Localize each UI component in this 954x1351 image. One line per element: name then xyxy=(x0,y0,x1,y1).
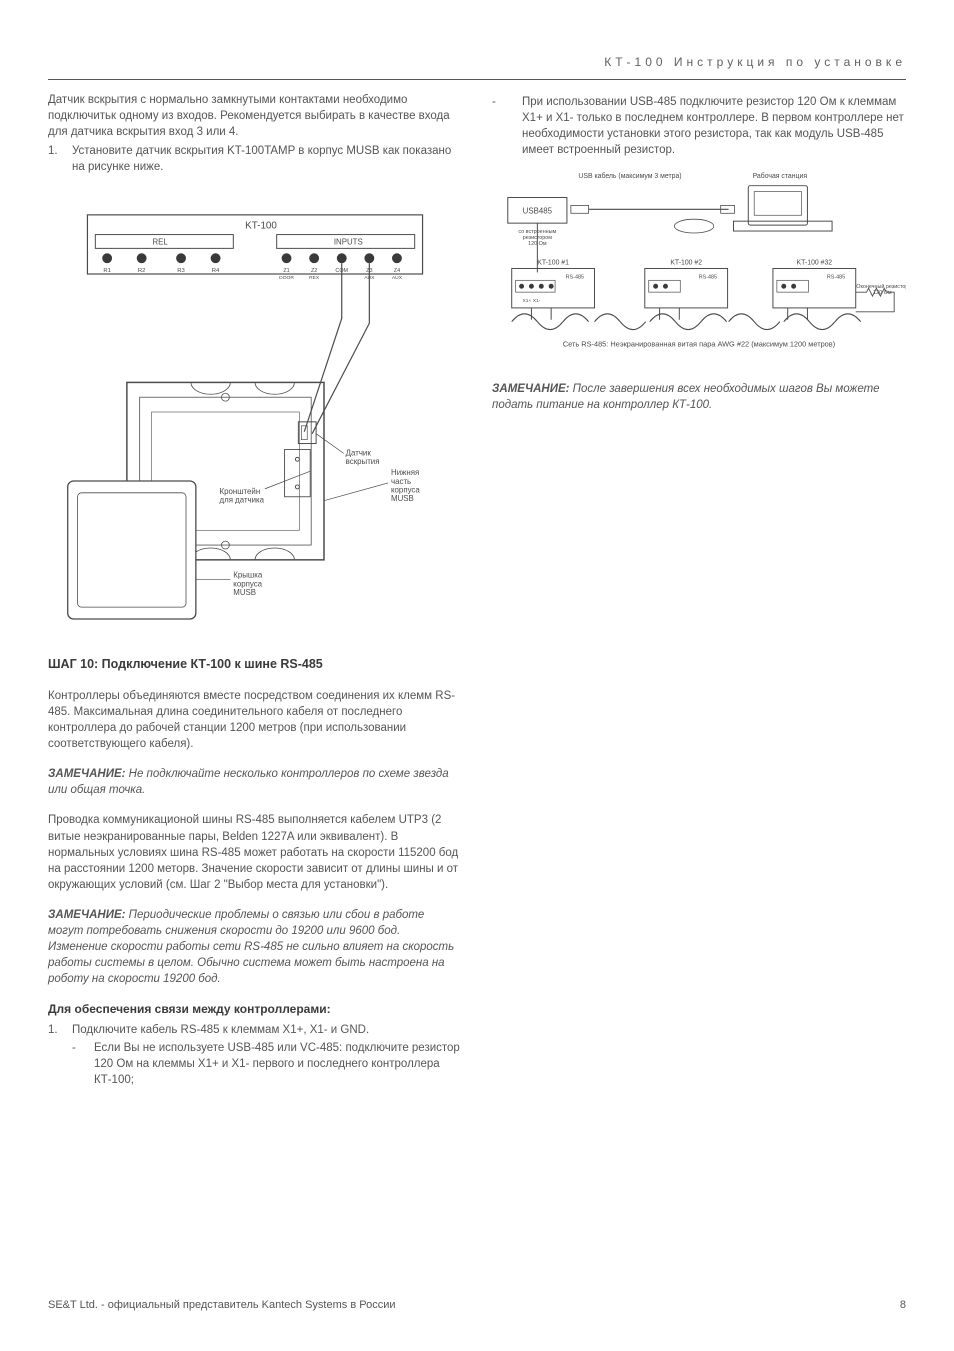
svg-text:DOOR: DOOR xyxy=(279,275,294,281)
svg-text:R2: R2 xyxy=(138,268,146,274)
fig2-kt100-1: KT-100 #1 RS-485 X1+ X1- xyxy=(512,260,595,308)
fig1-sensor-label: Датчиквскрытия xyxy=(346,449,380,467)
fig1-lower-case-label: НижняячастькорпусаMUSB xyxy=(391,469,420,504)
header-divider xyxy=(48,79,906,80)
page-header-title: КТ-100 Инструкция по установке xyxy=(48,55,906,69)
step-number: 1. xyxy=(48,143,72,175)
svg-text:Z4: Z4 xyxy=(394,268,400,274)
comm-step-1: 1. Подключите кабель RS-485 к клеммам X1… xyxy=(48,1022,462,1088)
svg-text:RS-485: RS-485 xyxy=(827,275,845,281)
fig1-kt100-label: KT-100 xyxy=(245,221,277,232)
page-footer: SE&T Ltd. - официальный представитель Ka… xyxy=(48,1299,906,1311)
intro-paragraph: Датчик вскрытия с нормально замкнутыми к… xyxy=(48,92,462,140)
comm1-sub1: Если Вы не используете USB-485 или VC-48… xyxy=(94,1040,462,1088)
svg-text:X1+ X1-: X1+ X1- xyxy=(522,298,540,304)
fig1-bracket-label: Кронштейндля датчика xyxy=(220,487,265,505)
tamper-sensor-figure: KT-100 REL INPUTS R1 R2 R3 R4 Z1DOOR Z2R… xyxy=(48,205,462,634)
svg-text:KT-100 #32: KT-100 #32 xyxy=(797,260,833,267)
fig1-musb-cover xyxy=(68,481,196,619)
fig2-bottom-label: Сеть RS-485: Неэкранированная витая пара… xyxy=(563,340,835,349)
fig1-rel-label: REL xyxy=(152,238,168,247)
svg-text:KT-100 #2: KT-100 #2 xyxy=(670,260,702,267)
fig1-terminals: R1 R2 R3 R4 Z1DOOR Z2REX COM Z3AUX Z4AUX xyxy=(102,254,402,282)
svg-text:AUX: AUX xyxy=(392,275,403,281)
footer-page-number: 8 xyxy=(900,1299,906,1311)
svg-text:Z2: Z2 xyxy=(311,268,317,274)
note-1: ЗАМЕЧАНИЕ: Не подключайте несколько конт… xyxy=(48,766,462,798)
fig2-usb485-label: USB485 xyxy=(523,207,553,216)
comm-step-num: 1. xyxy=(48,1022,72,1088)
note3-label: ЗАМЕЧАНИЕ: xyxy=(492,383,569,395)
svg-text:RS-485: RS-485 xyxy=(699,275,717,281)
note1-label: ЗАМЕЧАНИЕ: xyxy=(48,768,125,780)
footer-left: SE&T Ltd. - официальный представитель Ka… xyxy=(48,1299,396,1311)
fig2-workstation-label: Рабочая станция xyxy=(753,172,808,180)
comm-step-text: Подключите кабель RS-485 к клеммам X1+, … xyxy=(72,1022,462,1088)
svg-text:R4: R4 xyxy=(212,268,220,274)
note-3: ЗАМЕЧАНИЕ: После завершения всех необход… xyxy=(492,381,906,413)
fig2-kt100-2: KT-100 #2 RS-485 xyxy=(645,260,728,308)
right-intro-text: При использовании USB-485 подключите рез… xyxy=(522,94,906,158)
step10-p2: Проводка коммуникационой шины RS-485 вып… xyxy=(48,812,462,892)
tamper-sensor-svg: KT-100 REL INPUTS R1 R2 R3 R4 Z1DOOR Z2R… xyxy=(48,205,462,629)
fig1-cover-label: КрышкакорпусаMUSB xyxy=(233,571,263,597)
rs485-network-svg: Рабочая станция USB кабель (максимум 3 м… xyxy=(492,164,906,361)
fig2-kt100-32: KT-100 #32 RS-485 xyxy=(773,260,856,308)
left-column: Датчик вскрытия с нормально замкнутыми к… xyxy=(48,92,462,1089)
comm1-text: Подключите кабель RS-485 к клеммам X1+, … xyxy=(72,1022,462,1038)
right-column: - При использовании USB-485 подключите р… xyxy=(492,92,906,1089)
note-2: ЗАМЕЧАНИЕ: Периодические проблемы о связ… xyxy=(48,907,462,987)
svg-text:R3: R3 xyxy=(177,268,185,274)
right-intro-dash: - xyxy=(492,94,522,158)
step10-heading: ШАГ 10: Подключение КТ-100 к шине RS-485 xyxy=(48,656,462,674)
svg-text:KT-100 #1: KT-100 #1 xyxy=(537,260,569,267)
rs485-network-figure: Рабочая станция USB кабель (максимум 3 м… xyxy=(492,164,906,366)
comm-heading: Для обеспечения связи между контроллерам… xyxy=(48,1001,462,1018)
fig1-inputs-label: INPUTS xyxy=(334,238,363,247)
install-step-1: 1. Установите датчик вскрытия KT-100TAMP… xyxy=(48,143,462,175)
fig2-usb-cable-label: USB кабель (максимум 3 метра) xyxy=(578,172,681,180)
dash-mark: - xyxy=(72,1040,94,1088)
svg-text:RS-485: RS-485 xyxy=(566,275,584,281)
two-column-layout: Датчик вскрытия с нормально замкнутыми к… xyxy=(48,92,906,1089)
svg-text:Z1: Z1 xyxy=(283,268,289,274)
svg-text:REX: REX xyxy=(309,275,320,281)
svg-text:R1: R1 xyxy=(103,268,111,274)
step10-p1: Контроллеры объединяются вместе посредст… xyxy=(48,688,462,752)
note2-label: ЗАМЕЧАНИЕ: xyxy=(48,909,125,921)
step-text: Установите датчик вскрытия KT-100TAMP в … xyxy=(72,143,462,175)
